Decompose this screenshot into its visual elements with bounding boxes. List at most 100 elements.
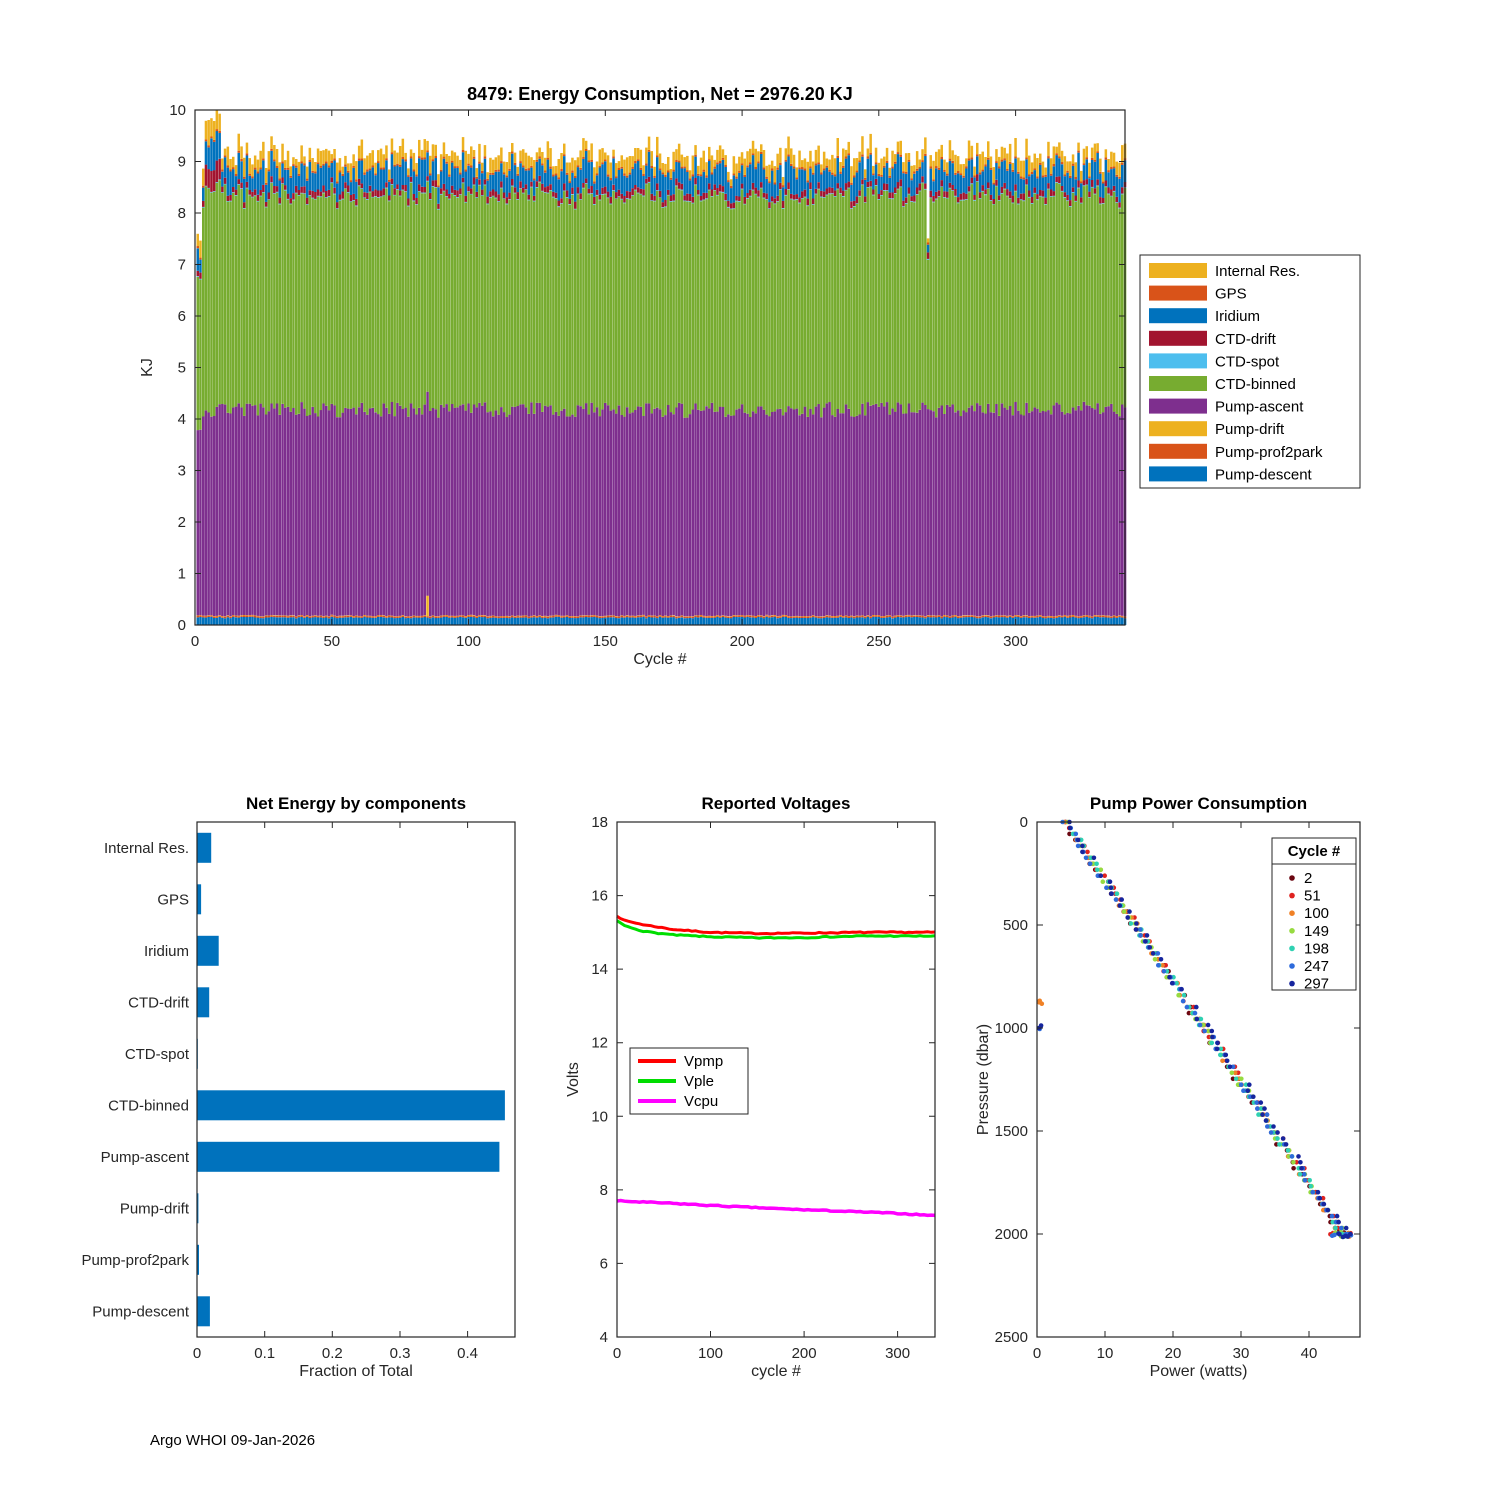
y-tick-label: 2 (178, 514, 186, 531)
fraction-bar (197, 1141, 500, 1172)
y-tick-label: 18 (591, 814, 608, 831)
y-tick-label: 4 (178, 411, 186, 428)
y-tick-label: 3 (178, 463, 186, 480)
legend-swatch (1149, 330, 1207, 346)
y-tick-label: 4 (600, 1329, 608, 1346)
x-tick-label: 0 (1033, 1345, 1041, 1362)
energy-xlabel: Cycle # (633, 651, 686, 668)
y-tick-label: 500 (1003, 917, 1028, 934)
net-energy-xlabel: Fraction of Total (299, 1363, 413, 1380)
legend-label: 247 (1304, 958, 1329, 975)
voltages-chart: 0 100 200 300 4 6 8 10 12 14 16 18 Reported Voltages… (565, 794, 936, 1380)
x-tick-label: 10 (1097, 1345, 1114, 1362)
legend-label: Pump-ascent (1215, 399, 1304, 416)
legend-swatch (1149, 353, 1207, 369)
voltage-line-Vcpu (616, 1198, 936, 1218)
category-label: GPS (157, 891, 189, 908)
pump-xlabel: Power (watts) (1150, 1363, 1248, 1380)
x-tick-label: 30 (1233, 1345, 1250, 1362)
x-tick-label: 100 (698, 1345, 723, 1362)
x-tick-label: 50 (323, 633, 340, 650)
voltage-line-Vpmp (616, 915, 936, 936)
category-label: Pump-descent (92, 1303, 190, 1320)
legend-swatch (1149, 263, 1207, 278)
legend-label: Internal Res. (1215, 263, 1300, 280)
x-tick-label: 250 (866, 633, 891, 650)
x-tick-label: 100 (456, 633, 481, 650)
legend-label: CTD-binned (1215, 376, 1296, 393)
category-label: Internal Res. (104, 840, 189, 857)
fraction-bar (197, 832, 212, 863)
fraction-bar (197, 987, 210, 1018)
legend-label: CTD-spot (1215, 353, 1280, 370)
legend-label: 198 (1304, 940, 1329, 957)
voltage-line-Vple (616, 919, 936, 940)
y-tick-label: 7 (178, 257, 186, 274)
y-tick-label: 12 (591, 1035, 608, 1052)
legend-label: Pump-drift (1215, 421, 1285, 438)
y-tick-label: 0 (1020, 814, 1028, 831)
voltages-ylabel: Volts (565, 1062, 582, 1097)
voltages-title: Reported Voltages (702, 794, 851, 813)
y-tick-label: 8 (600, 1182, 608, 1199)
pump-legend-title: Cycle # (1288, 843, 1341, 860)
y-tick-label: 10 (591, 1108, 608, 1125)
y-tick-label: 5 (178, 360, 186, 377)
fraction-bar (197, 1090, 505, 1121)
x-tick-label: 0.1 (254, 1345, 275, 1362)
legend-swatch (1149, 308, 1207, 324)
legend-label: Pump-prof2park (1215, 444, 1323, 461)
y-tick-label: 9 (178, 154, 186, 171)
category-label: Iridium (144, 943, 189, 960)
y-tick-label: 1500 (995, 1123, 1028, 1140)
pump-power-chart: 0 10 20 30 40 0 500 1000 1500 2000 2500 Pump Power … (975, 794, 1361, 1380)
y-tick-label: 16 (591, 888, 608, 905)
legend-swatch (1149, 398, 1207, 414)
category-label: Pump-ascent (101, 1149, 190, 1166)
x-tick-label: 0 (193, 1345, 201, 1362)
legend-label: Vpmp (684, 1053, 723, 1070)
y-tick-label: 10 (169, 102, 186, 119)
energy-consumption-chart: 0 50 100 150 200 250 300 0 1 2 3 4 5 6 7 8 9 10 8479: Ener… (139, 84, 1361, 668)
pump-title: Pump Power Consumption (1090, 794, 1307, 813)
legend-label: 2 (1304, 870, 1312, 887)
legend-label: CTD-drift (1215, 331, 1277, 348)
x-tick-label: 200 (730, 633, 755, 650)
category-label: Pump-prof2park (81, 1252, 189, 1269)
category-label: CTD-spot (125, 1046, 190, 1063)
net-energy-title: Net Energy by components (246, 794, 466, 813)
legend-label: GPS (1215, 286, 1247, 303)
y-tick-label: 2500 (995, 1329, 1028, 1346)
x-tick-label: 300 (885, 1345, 910, 1362)
legend-label: Iridium (1215, 308, 1260, 325)
x-tick-label: 0.3 (390, 1345, 411, 1362)
legend-label: 100 (1304, 905, 1329, 922)
footer-caption: Argo WHOI 09-Jan-2026 (150, 1432, 316, 1449)
legend-label: 51 (1304, 888, 1321, 905)
x-tick-label: 0 (613, 1345, 621, 1362)
y-tick-label: 2000 (995, 1226, 1028, 1243)
y-tick-label: 6 (178, 308, 186, 325)
net-energy-chart: Internal Res. GPS Iridium CTD-drift CTD-spot… (81, 794, 516, 1380)
x-tick-label: 40 (1301, 1345, 1318, 1362)
pump-ylabel: Pressure (dbar) (975, 1024, 992, 1135)
category-label: CTD-drift (128, 994, 190, 1011)
energy-chart-title: 8479: Energy Consumption, Net = 2976.20 … (467, 84, 853, 104)
category-label: Pump-drift (120, 1200, 190, 1217)
legend-swatch (1149, 285, 1207, 301)
legend-swatch (1149, 421, 1207, 437)
legend-swatch (1149, 466, 1207, 482)
y-tick-label: 1000 (995, 1020, 1028, 1037)
x-tick-label: 0.4 (457, 1345, 478, 1362)
legend-swatch (1149, 443, 1207, 459)
fraction-bar (197, 935, 219, 966)
fraction-bar (197, 1244, 199, 1275)
y-tick-label: 14 (591, 961, 608, 978)
x-tick-label: 0 (191, 633, 199, 650)
fraction-bar (197, 1296, 210, 1327)
x-tick-label: 200 (792, 1345, 817, 1362)
legend-label: 149 (1304, 923, 1329, 940)
